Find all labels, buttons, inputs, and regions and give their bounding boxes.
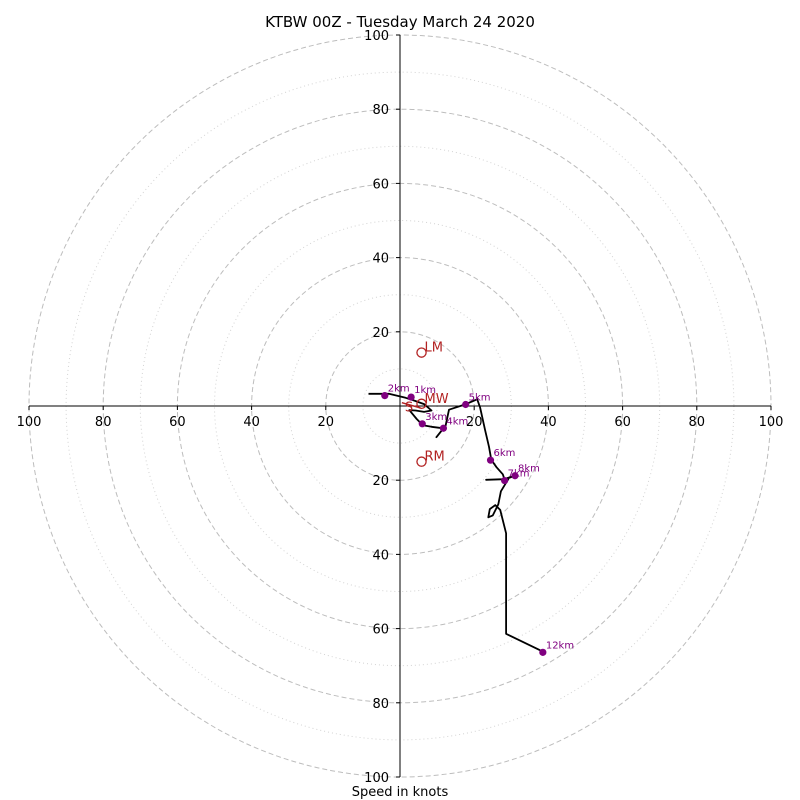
y-tick-label: 80 bbox=[372, 697, 389, 712]
y-tick-label: 100 bbox=[364, 771, 389, 786]
height-marker-label: 5km bbox=[469, 393, 491, 404]
y-tick-label: 20 bbox=[372, 326, 389, 341]
x-tick-label: 100 bbox=[759, 415, 784, 430]
x-axis-label: Speed in knots bbox=[352, 785, 449, 800]
storm-motion-marker-MW bbox=[416, 398, 427, 410]
x-tick-label: 60 bbox=[169, 415, 186, 430]
y-tick-label: 60 bbox=[372, 623, 389, 638]
height-marker-label: 12km bbox=[546, 640, 574, 651]
x-tick-label: 40 bbox=[540, 415, 557, 430]
chart-title: KTBW 00Z - Tuesday March 24 2020 bbox=[265, 13, 535, 31]
height-marker-12km bbox=[539, 648, 547, 656]
height-marker-label: 6km bbox=[494, 448, 516, 459]
height-marker-label: 1km bbox=[414, 385, 436, 396]
tick-labels: 100 80 60 40 20 20 40 60 80 100 100 80 60 40 20 20 40 60 8… bbox=[17, 29, 784, 786]
height-marker-label: 8km bbox=[518, 464, 540, 475]
y-tick-label: 80 bbox=[372, 103, 389, 118]
height-marker-1km bbox=[407, 393, 415, 401]
axes bbox=[29, 35, 771, 777]
storm-motion-markers: S LM RM MW bbox=[401, 341, 449, 467]
y-tick-label: 100 bbox=[364, 29, 389, 44]
height-marker-4km bbox=[439, 424, 448, 432]
x-tick-label: 60 bbox=[614, 415, 631, 430]
hodograph-trace bbox=[368, 392, 544, 653]
height-marker-7km bbox=[501, 476, 509, 485]
x-tick-label: 40 bbox=[243, 415, 260, 430]
y-tick-label: 40 bbox=[372, 548, 389, 563]
x-tick-label: 80 bbox=[689, 415, 706, 430]
shear-vector-label: S bbox=[405, 401, 413, 416]
x-tick-label: 100 bbox=[17, 415, 42, 430]
y-tick-label: 40 bbox=[372, 252, 389, 267]
height-marker-8km bbox=[511, 472, 519, 480]
y-tick-label: 20 bbox=[372, 474, 389, 489]
storm-motion-label: LM bbox=[425, 341, 443, 356]
hodograph-line bbox=[368, 392, 544, 653]
x-tick-label: 20 bbox=[466, 415, 483, 430]
storm-motion-marker-LM bbox=[416, 347, 427, 358]
height-marker-2km bbox=[381, 392, 389, 400]
height-marker-3km bbox=[418, 420, 426, 428]
y-tick-label: 60 bbox=[372, 177, 389, 192]
x-tick-label: 80 bbox=[95, 415, 112, 430]
height-marker-label: 3km bbox=[425, 412, 447, 423]
storm-motion-label: MW bbox=[425, 392, 449, 407]
height-marker-5km bbox=[462, 400, 470, 409]
storm-motion-label: RM bbox=[425, 450, 445, 465]
height-marker-6km bbox=[486, 456, 495, 464]
storm-motion-marker-RM bbox=[416, 456, 427, 467]
height-marker-label: 7km bbox=[508, 469, 530, 480]
x-tick-label: 20 bbox=[318, 415, 335, 430]
height-marker-label: 2km bbox=[388, 384, 410, 395]
height-marker-label: 4km bbox=[446, 416, 468, 427]
shear-vector bbox=[401, 401, 421, 409]
